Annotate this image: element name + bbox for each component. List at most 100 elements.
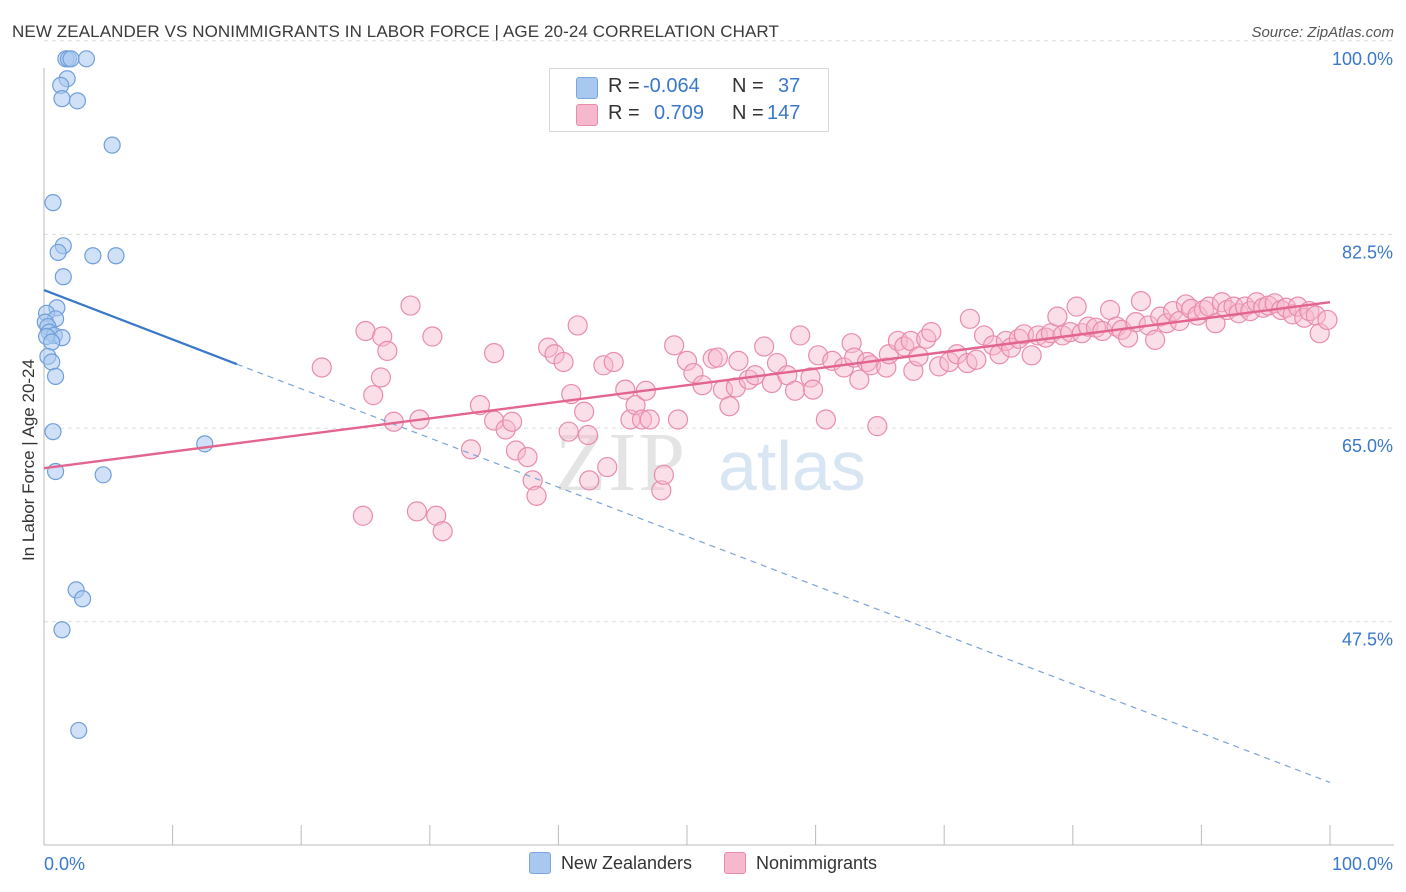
point-nonimmigrants [484, 343, 505, 364]
point-nonimmigrants [377, 340, 398, 362]
point-nonimmigrants [784, 380, 806, 401]
legend-item-new-zealanders[interactable]: New Zealanders [528, 852, 692, 874]
axes-layer [43, 68, 1394, 846]
point-new-zealanders [49, 243, 67, 262]
point-nonimmigrants [639, 409, 660, 430]
legend-n-value-nonimmigrants: 147 [767, 102, 801, 124]
point-new-zealanders [46, 367, 65, 385]
point-nonimmigrants [790, 325, 811, 346]
point-nonimmigrants [1047, 306, 1068, 327]
legend-n-label: N = [732, 75, 764, 97]
y-tick-label: 47.5% [1342, 630, 1393, 650]
point-nonimmigrants [311, 357, 332, 378]
point-nonimmigrants [1021, 345, 1042, 366]
point-nonimmigrants [505, 440, 527, 461]
point-nonimmigrants [1066, 296, 1087, 317]
legend-swatch-new-zealanders [576, 77, 598, 99]
point-nonimmigrants [460, 439, 482, 460]
point-new-zealanders [70, 721, 88, 740]
point-new-zealanders [54, 268, 72, 286]
watermark: ZIP atlas [555, 416, 866, 509]
point-new-zealanders [103, 136, 121, 154]
point-nonimmigrants [966, 349, 987, 370]
point-new-zealanders [196, 435, 214, 453]
legend-label-nonimmigrants: Nonimmigrants [756, 852, 878, 873]
point-nonimmigrants [426, 505, 447, 526]
point-nonimmigrants [849, 369, 870, 390]
point-nonimmigrants [406, 501, 428, 522]
point-new-zealanders [43, 353, 61, 371]
point-nonimmigrants [719, 396, 740, 417]
x-tick-label: 100.0% [1332, 854, 1393, 874]
point-nonimmigrants [422, 326, 443, 347]
trend-line-nonimmigrants [43, 301, 1331, 470]
point-new-zealanders [44, 423, 62, 441]
point-nonimmigrants [802, 379, 824, 400]
watermark-atlas: atlas [718, 427, 866, 505]
point-nonimmigrants [1163, 300, 1184, 322]
legend-swatch-nonimmigrants [724, 852, 746, 874]
point-nonimmigrants [1317, 309, 1338, 331]
legend-r-label: R = [608, 102, 640, 124]
legend-r-value-nonimmigrants: 0.709 [654, 102, 705, 124]
y-tick-label: 65.0% [1342, 436, 1393, 456]
point-nonimmigrants [603, 351, 624, 373]
legend-n-value-new-zealanders: 37 [778, 75, 801, 97]
point-nonimmigrants [653, 464, 674, 485]
point-nonimmigrants [867, 416, 888, 437]
point-nonimmigrants [400, 295, 421, 316]
point-nonimmigrants [370, 367, 392, 388]
point-nonimmigrants [363, 385, 384, 406]
point-nonimmigrants [553, 351, 574, 373]
trend-line-new-zealanders [43, 289, 238, 366]
point-nonimmigrants [352, 505, 374, 526]
point-new-zealanders [53, 621, 71, 639]
point-nonimmigrants [651, 480, 672, 501]
legend-item-nonimmigrants[interactable]: Nonimmigrants [724, 852, 877, 874]
trend-layer [43, 289, 1331, 783]
y-tick-label: 100.0% [1332, 49, 1393, 69]
point-nonimmigrants [667, 409, 689, 430]
point-nonimmigrants [574, 401, 595, 422]
legend-label-new-zealanders: New Zealanders [560, 852, 692, 873]
point-nonimmigrants [1130, 291, 1152, 312]
point-nonimmigrants [502, 411, 523, 432]
point-nonimmigrants [728, 350, 749, 371]
grid-layer [44, 40, 1394, 623]
point-nonimmigrants [664, 335, 685, 356]
point-new-zealanders [77, 50, 96, 68]
point-nonimmigrants [928, 356, 950, 377]
stats-legend: R = -0.064 N = 37 R = 0.709 N = 147 [549, 68, 829, 132]
point-nonimmigrants [876, 357, 897, 378]
point-nonimmigrants [815, 409, 836, 430]
point-nonimmigrants [754, 336, 775, 357]
point-nonimmigrants [597, 456, 618, 478]
point-new-zealanders [53, 90, 71, 108]
point-new-zealanders [62, 50, 80, 68]
point-nonimmigrants [921, 322, 942, 343]
point-nonimmigrants [707, 347, 728, 368]
point-new-zealanders [84, 247, 102, 265]
point-nonimmigrants [631, 409, 653, 430]
point-nonimmigrants [526, 485, 547, 506]
point-nonimmigrants [432, 521, 453, 542]
legend-n-label: N = [732, 102, 764, 124]
point-new-zealanders [68, 92, 87, 110]
point-nonimmigrants [469, 395, 491, 416]
y-tick-label: 82.5% [1342, 242, 1393, 262]
point-new-zealanders [44, 194, 62, 212]
series-new-zealanders [36, 50, 214, 740]
point-nonimmigrants [676, 350, 698, 371]
point-nonimmigrants [355, 320, 376, 342]
point-new-zealanders [94, 466, 112, 484]
point-nonimmigrants [577, 424, 599, 446]
legend-swatch-nonimmigrants [576, 104, 598, 126]
series-nonimmigrants [311, 291, 1338, 542]
point-nonimmigrants [800, 367, 821, 388]
legend-swatch-new-zealanders [528, 852, 551, 874]
point-nonimmigrants [567, 315, 588, 336]
x-tick-label: 0.0% [44, 854, 85, 874]
point-nonimmigrants [959, 308, 981, 329]
watermark-zip: ZIP [555, 416, 687, 509]
